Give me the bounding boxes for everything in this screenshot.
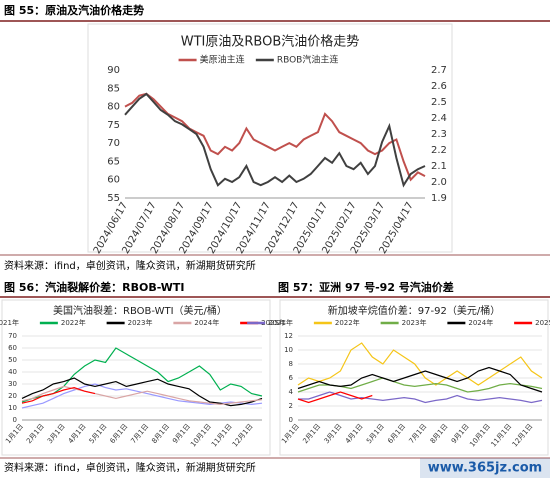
y-tick-label: 65 — [107, 156, 120, 167]
y-tick-label: 60 — [8, 344, 17, 352]
watermark-bg — [420, 458, 550, 478]
figure-caption: 图 55：原油及汽油价格走势 — [4, 3, 144, 17]
series-line — [298, 391, 543, 404]
y-tick-label: 0 — [289, 416, 293, 424]
legend-label: 2022年 — [335, 318, 360, 327]
legend-label: 2021年 — [268, 318, 293, 327]
y2-tick-label: 2.4 — [431, 113, 447, 124]
x-tick-label: 5月1日 — [365, 422, 386, 445]
y2-tick-label: 2.3 — [431, 129, 447, 140]
series-line — [297, 366, 543, 393]
y2-tick-label: 2.5 — [431, 97, 447, 108]
y-tick-label: 50 — [8, 356, 17, 364]
x-tick-label: 6月1日 — [109, 422, 130, 445]
series-line — [21, 386, 96, 404]
legend-label: 2025年 — [535, 318, 550, 327]
y-tick-label: 60 — [107, 175, 120, 186]
y-tick-label: 20 — [8, 392, 17, 400]
y-tick-label: 12 — [284, 332, 293, 340]
x-tick-label: 9月1日 — [450, 422, 471, 445]
figure-caption: 图 56：汽油裂解价差：RBOB-WTI — [4, 280, 185, 294]
x-tick-label: 9月1日 — [171, 422, 192, 445]
series-line — [21, 347, 263, 403]
y-tick-label: 90 — [107, 65, 120, 76]
x-tick-label: 1月1日 — [280, 422, 301, 445]
x-tick-label: 4月1日 — [344, 422, 365, 445]
y-tick-label: 8 — [289, 360, 293, 368]
x-tick-label: 1月1日 — [4, 422, 25, 445]
chart-frame — [279, 299, 549, 456]
y-tick-label: 6 — [289, 374, 294, 382]
legend-label: 美原油主连 — [200, 54, 245, 66]
y-tick-label: 10 — [8, 404, 17, 412]
y2-tick-label: 2.7 — [431, 65, 447, 76]
x-tick-label: 12月1日 — [511, 422, 535, 448]
legend-label: 2025年 — [261, 318, 286, 327]
x-tick-label: 12月1日 — [231, 422, 255, 448]
x-tick-label: 2月1日 — [301, 422, 322, 445]
x-tick-label: 8月1日 — [429, 422, 450, 445]
y2-tick-label: 1.9 — [431, 193, 447, 204]
chart-title: 美国汽油裂差：RBOB-WTI（美元/桶） — [53, 304, 227, 317]
x-tick-label: 4月1日 — [67, 422, 88, 445]
x-tick-label: 8月1日 — [150, 422, 171, 445]
legend-label: 2022年 — [61, 318, 86, 327]
legend-label: 2021年 — [0, 318, 19, 327]
legend-label: 2023年 — [402, 318, 427, 327]
y2-tick-label: 2.0 — [431, 177, 447, 188]
y2-tick-label: 2.6 — [431, 81, 447, 92]
source: 资料来源：ifind，卓创资讯，隆众资讯，新湖期货研究所 — [4, 461, 256, 474]
y-tick-label: 70 — [107, 138, 120, 149]
x-tick-label: 7月1日 — [129, 422, 150, 445]
y-tick-label: 85 — [107, 83, 120, 94]
x-tick-label: 2月1日 — [25, 422, 46, 445]
x-tick-label: 10月1日 — [468, 422, 492, 448]
y-tick-label: 0 — [13, 416, 17, 424]
series-line — [297, 391, 373, 404]
y-tick-label: 10 — [284, 346, 293, 354]
y-tick-label: 30 — [8, 380, 17, 388]
legend-label: 2024年 — [468, 318, 493, 327]
y-tick-label: 40 — [8, 368, 17, 376]
x-tick-label: 11月1日 — [210, 422, 234, 448]
y2-tick-label: 2.1 — [431, 161, 447, 172]
x-tick-label: 3月1日 — [323, 422, 344, 445]
x-tick-label: 11月1日 — [490, 422, 514, 448]
y-tick-label: 55 — [107, 193, 120, 204]
x-tick-label: 5月1日 — [88, 422, 109, 445]
y-tick-label: 4 — [289, 388, 294, 396]
y-tick-label: 75 — [107, 120, 120, 131]
y-tick-label: 2 — [289, 402, 293, 410]
chart-frame — [1, 299, 271, 456]
legend-label: 2023年 — [128, 318, 153, 327]
legend-label: RBOB汽油主连 — [277, 54, 339, 66]
chart-title: 新加坡辛烷值价差：97-92（美元/桶） — [328, 304, 500, 317]
series-line — [297, 377, 543, 393]
x-tick-label: 6月1日 — [386, 422, 407, 445]
watermark: www.365jz.com — [428, 461, 542, 476]
legend-label: 2024年 — [194, 318, 219, 327]
x-tick-label: 10月1日 — [189, 422, 213, 448]
series-line — [124, 92, 426, 182]
x-tick-label: 3月1日 — [46, 422, 67, 445]
chart-frame — [87, 23, 453, 253]
source: 资料来源：ifind，卓创资讯，隆众资讯，新湖期货研究所 — [4, 259, 256, 272]
series-line — [21, 385, 263, 406]
chart-title: WTI原油及RBOB汽油价格走势 — [181, 34, 360, 50]
y2-tick-label: 2.2 — [431, 145, 447, 156]
series-line — [297, 342, 543, 386]
y-tick-label: 70 — [8, 332, 17, 340]
series-line — [124, 92, 426, 188]
x-tick-label: 7月1日 — [408, 422, 429, 445]
y-tick-label: 80 — [107, 102, 120, 113]
figure-caption: 图 57：亚洲 97 号-92 号汽油价差 — [278, 280, 454, 294]
